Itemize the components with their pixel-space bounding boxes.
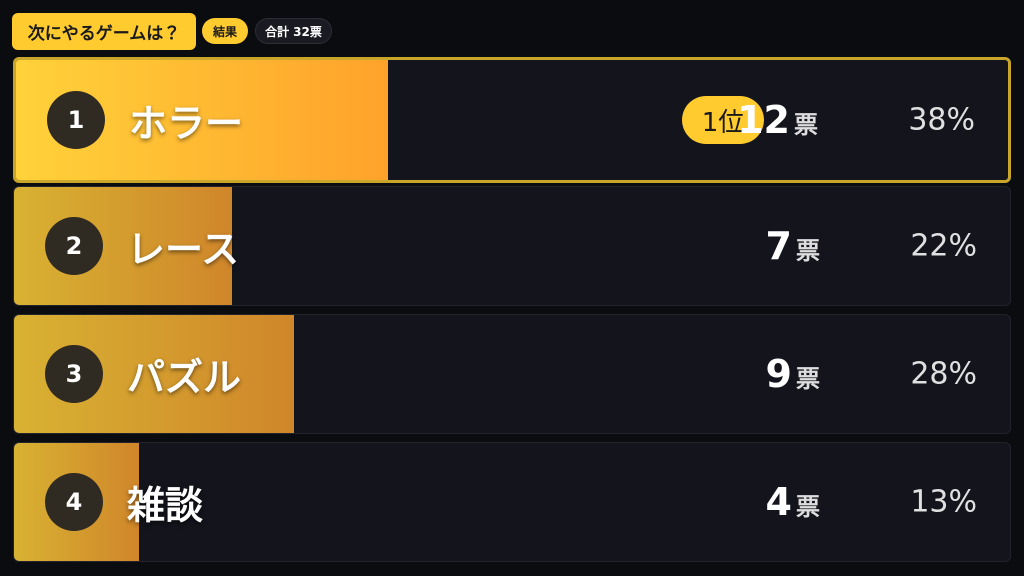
option-name: 雑談: [127, 483, 204, 528]
vote-unit: 票: [794, 111, 818, 139]
rank: 4: [45, 473, 103, 531]
total-votes: 合計 32票: [255, 18, 332, 44]
total-number: 32: [293, 24, 310, 39]
vote-number: 9: [765, 352, 792, 396]
vote-number: 12: [737, 98, 790, 142]
result-tag: 結果: [202, 18, 248, 44]
vote-percent: 22%: [910, 228, 977, 264]
total-label: 合計: [265, 24, 290, 39]
vote-percent: 28%: [910, 356, 977, 392]
rank: 3: [45, 345, 103, 403]
vote-count: 12 票: [737, 98, 818, 142]
vote-number: 7: [765, 224, 792, 268]
poll-title: 次にやるゲームは？: [12, 13, 196, 50]
option-name: パズル: [127, 355, 242, 400]
option-name: レース: [127, 227, 240, 272]
option-row: 2 レース 7 票 22%: [13, 186, 1011, 306]
vote-unit: 票: [796, 237, 820, 265]
vote-unit: 票: [796, 493, 820, 521]
option-row: 4 雑談 4 票 13%: [13, 442, 1011, 562]
rank: 1: [47, 91, 105, 149]
option-name: ホラー: [129, 101, 244, 146]
vote-number: 4: [765, 480, 792, 524]
rank-badge: 1位: [682, 96, 764, 144]
option-row: 3 パズル 9 票 28%: [13, 314, 1011, 434]
total-unit: 票: [309, 24, 322, 39]
option-row: 1 ホラー 1位 12 票 38%: [13, 57, 1011, 183]
vote-unit: 票: [796, 365, 820, 393]
vote-percent: 13%: [910, 484, 977, 520]
vote-percent: 38%: [908, 102, 975, 138]
total-value: 32票: [293, 23, 322, 40]
rank: 2: [45, 217, 103, 275]
